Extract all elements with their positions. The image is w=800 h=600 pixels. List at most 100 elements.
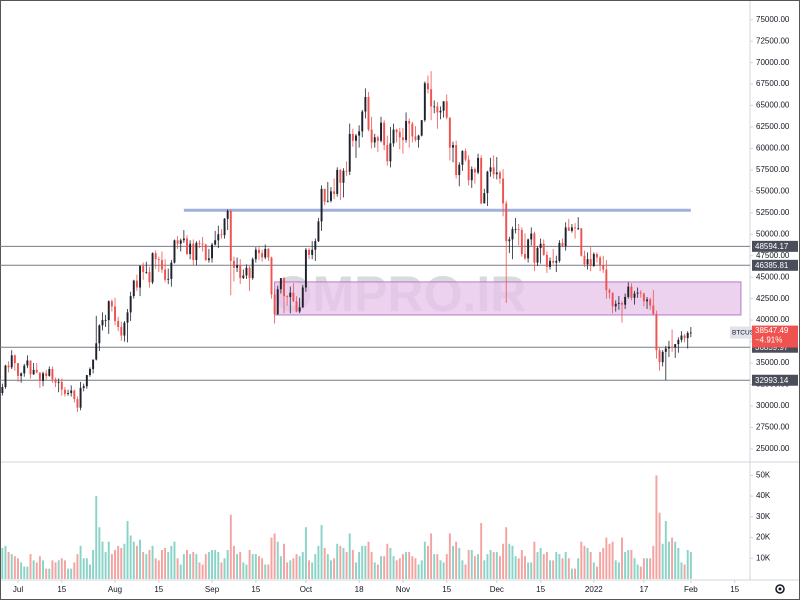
- volume-tick-label: 30K: [756, 512, 771, 521]
- zone: [274, 281, 742, 316]
- volume-bar: [502, 543, 505, 579]
- candle-body: [376, 137, 379, 141]
- candle-body: [570, 227, 573, 231]
- candle-body: [486, 171, 489, 194]
- candle-body: [186, 238, 188, 255]
- y-tick-label: 40000.00: [756, 315, 790, 324]
- candle-body: [333, 191, 336, 194]
- candle-body: [92, 359, 95, 370]
- candle-body: [508, 239, 511, 242]
- volume-bar: [23, 566, 26, 579]
- candle-body: [251, 259, 254, 279]
- candle-body: [298, 307, 301, 312]
- candle-body: [301, 287, 304, 308]
- level-label: 46385.81: [755, 261, 789, 270]
- candle-body: [520, 230, 523, 255]
- candle-body: [261, 253, 264, 258]
- volume-bar: [342, 547, 345, 579]
- candle-body: [270, 257, 273, 295]
- volume-tick-label: 20K: [756, 533, 771, 542]
- candle-body: [13, 355, 16, 364]
- candle-body: [283, 278, 285, 297]
- volume-bar: [489, 549, 492, 579]
- x-tick-label: 15: [730, 585, 739, 594]
- candle-body: [599, 257, 602, 266]
- volume-bar: [567, 558, 570, 579]
- volume-bar: [392, 556, 395, 579]
- level-label-box: [752, 374, 798, 386]
- candle-body: [561, 242, 564, 247]
- candle-body: [42, 373, 45, 382]
- candle-body: [652, 305, 655, 315]
- volume-bar: [671, 537, 674, 579]
- symbol-label: BTCUSD: [732, 329, 759, 336]
- candle-body: [452, 145, 454, 148]
- candle-body: [627, 286, 630, 297]
- candle-body: [646, 299, 649, 302]
- volume-bar: [245, 564, 248, 579]
- volume-bar: [13, 556, 16, 579]
- volume-bar: [345, 552, 348, 579]
- candle-body: [624, 296, 627, 305]
- volume-bar: [32, 560, 35, 579]
- volume-bar: [226, 549, 229, 579]
- candle-body: [204, 244, 207, 261]
- candle-body: [411, 123, 414, 137]
- volume-bar: [405, 552, 408, 579]
- candle-body: [567, 227, 570, 231]
- candle-body: [383, 122, 386, 146]
- candle-body: [35, 369, 38, 373]
- volume-bar: [201, 564, 204, 579]
- candle-body: [220, 234, 223, 236]
- candle-body: [98, 325, 101, 344]
- candle-body: [442, 101, 445, 111]
- volume-bar: [135, 545, 138, 579]
- volume-bar: [51, 560, 54, 579]
- candle-body: [436, 106, 439, 113]
- candle-body: [273, 294, 276, 315]
- candle-body: [389, 143, 392, 162]
- candle-body: [29, 360, 32, 375]
- volume-bar: [655, 475, 658, 579]
- volume-bar: [1, 547, 4, 579]
- volume-bar: [261, 558, 264, 579]
- change-label: −4.91%: [755, 336, 782, 345]
- volume-bar: [511, 545, 514, 579]
- volume-bar: [426, 545, 429, 579]
- candle-body: [414, 136, 417, 140]
- volume-bar: [633, 558, 636, 579]
- volume-bar: [448, 533, 451, 579]
- candle-body: [67, 393, 70, 394]
- volume-bar: [229, 514, 232, 579]
- volume-bar: [314, 554, 317, 579]
- volume-bar: [439, 560, 442, 579]
- candle-body: [386, 145, 389, 162]
- candle-body: [217, 234, 220, 241]
- settings-icon[interactable]: [775, 584, 785, 594]
- volume-bar: [517, 558, 520, 579]
- volume-bar: [298, 556, 301, 579]
- candle-body: [45, 373, 48, 376]
- candle-body: [126, 312, 129, 323]
- volume-bar: [192, 552, 195, 579]
- candle-body: [157, 259, 160, 261]
- candle-body: [533, 233, 536, 263]
- candle-body: [527, 239, 530, 259]
- volume-bar: [373, 562, 376, 579]
- candle-body: [276, 289, 279, 315]
- candle-body: [23, 365, 26, 374]
- volume-bar: [680, 562, 683, 579]
- candle-body: [542, 243, 545, 255]
- level-label-box: [752, 259, 798, 271]
- candle-body: [326, 200, 329, 202]
- volume-bar: [110, 554, 113, 579]
- candle-body: [114, 306, 116, 321]
- volume-bar: [464, 564, 467, 579]
- candle-body: [17, 363, 19, 376]
- volume-bar: [198, 562, 201, 579]
- volume-bar: [54, 562, 57, 579]
- candle-body: [401, 137, 404, 140]
- volume-bar: [639, 566, 642, 579]
- candle-body: [664, 348, 667, 352]
- candle-body: [395, 129, 398, 133]
